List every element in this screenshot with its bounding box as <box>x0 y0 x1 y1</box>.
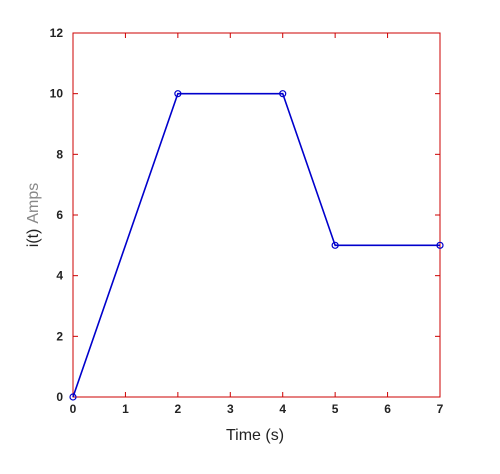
y-tick-label: 0 <box>56 390 63 404</box>
x-tick-label: 3 <box>227 402 234 416</box>
y-tick-label: 8 <box>56 147 63 161</box>
data-point-marker <box>279 90 287 98</box>
x-tick-label: 7 <box>437 402 444 416</box>
plot-frame <box>72 32 441 398</box>
y-axis-title-symbol: i(t) <box>25 229 42 248</box>
y-tick-label: 12 <box>50 26 64 40</box>
series-line <box>72 92 440 398</box>
x-tick-label: 4 <box>279 402 286 416</box>
x-axis-title: Time (s) <box>226 427 284 444</box>
y-tick-label: 2 <box>56 329 63 343</box>
y-tick-label: 10 <box>50 87 64 101</box>
y-axis-title: i(t) Amps <box>25 183 42 248</box>
x-tick-label: 6 <box>384 402 391 416</box>
y-axis-title-unit: Amps <box>25 183 42 224</box>
x-tick-label: 1 <box>122 402 129 416</box>
x-tick-label: 2 <box>175 402 182 416</box>
x-tick-label: 0 <box>70 402 77 416</box>
x-tick-label: 5 <box>332 402 339 416</box>
y-tick-label: 4 <box>56 269 63 283</box>
data-point-marker <box>436 241 444 249</box>
y-tick-label: 6 <box>56 208 63 222</box>
data-point-marker <box>69 393 77 401</box>
data-point-marker <box>331 241 339 249</box>
data-point-marker <box>174 90 182 98</box>
